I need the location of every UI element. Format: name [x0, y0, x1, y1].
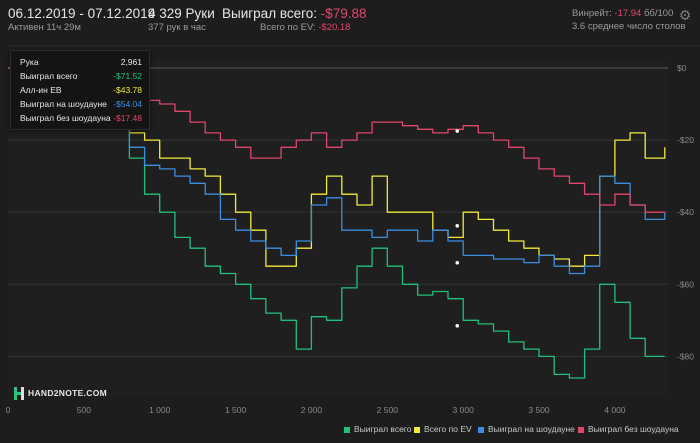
- tooltip-row-non-showdown: Выиграл без шоудауна -$17.48: [20, 113, 142, 125]
- y-tick-label: -$60: [677, 279, 694, 289]
- tooltip-label: Выиграл на шоудауне: [20, 99, 107, 109]
- tooltip-row-showdown: Выиграл на шоудауне -$54.04: [20, 99, 142, 111]
- tooltip-value: -$71.52: [113, 71, 142, 81]
- legend-label: Выиграл всего: [354, 424, 412, 434]
- chart-legend: Выиграл всего Всего по EV Выиграл на шоу…: [0, 424, 700, 438]
- tooltip-value: -$17.48: [113, 113, 142, 123]
- legend-swatch: [578, 426, 584, 433]
- x-tick-label: 2 000: [301, 405, 323, 415]
- x-tick-label: 2 500: [377, 405, 399, 415]
- winrate: Винрейт: -17.94 бб/100: [572, 8, 673, 19]
- tooltip-row-allin-ev: Алл-ин EB -$43.78: [20, 85, 142, 97]
- tooltip-label: Алл-ин EB: [20, 85, 62, 95]
- x-tick-label: 1 000: [149, 405, 171, 415]
- active-duration: Активен 11ч 29м: [8, 22, 81, 33]
- legend-item-won-total[interactable]: Выиграл всего: [344, 424, 411, 434]
- tooltip-label: Рука: [20, 57, 39, 67]
- won-total-value: -$79.88: [320, 6, 367, 21]
- ev-total-label: Всего по EV:: [260, 22, 316, 33]
- winrate-label: Винрейт:: [572, 8, 612, 19]
- x-tick-label: 3 000: [453, 405, 475, 415]
- hover-tooltip: Рука 2,961 Выиграл всего -$71.52 Алл-ин …: [10, 50, 150, 130]
- ev-total-value: -$20.18: [318, 22, 351, 33]
- hover-point: [455, 323, 460, 328]
- header: 06.12.2019 - 07.12.2019 Активен 11ч 29м …: [0, 0, 700, 40]
- y-tick-label: -$80: [677, 351, 694, 361]
- tooltip-row-hand: Рука 2,961: [20, 57, 142, 69]
- winrate-unit: бб/100: [643, 8, 674, 19]
- gear-icon[interactable]: ⚙: [678, 7, 692, 23]
- hand2note-logo: HAND2NOTE.COM: [14, 386, 107, 400]
- y-tick-label: -$40: [677, 207, 694, 217]
- legend-item-ev[interactable]: Всего по EV: [414, 424, 472, 434]
- tooltip-value: -$43.78: [113, 85, 142, 95]
- legend-swatch: [478, 426, 484, 433]
- legend-swatch: [344, 426, 350, 433]
- date-range: 06.12.2019 - 07.12.2019: [8, 6, 156, 21]
- tables-average: 3.6 среднее число столов: [572, 21, 686, 32]
- hover-point: [455, 224, 460, 228]
- tooltip-value: -$54.04: [113, 99, 142, 109]
- x-tick-label: 4 000: [604, 405, 626, 415]
- x-tick-label: 3 500: [528, 405, 550, 415]
- hands-count: 4 329 Руки: [148, 6, 215, 21]
- winrate-value: -17.94: [614, 8, 642, 19]
- hover-markers: [455, 129, 460, 328]
- legend-item-non-showdown[interactable]: Выиграл без шоудауна: [578, 424, 679, 434]
- legend-label: Всего по EV: [424, 424, 472, 434]
- legend-label: Выиграл без шоудауна: [588, 424, 679, 434]
- hand2note-logo-icon: [14, 386, 24, 400]
- legend-item-showdown[interactable]: Выиграл на шоудауне: [478, 424, 575, 434]
- hover-point: [455, 260, 460, 265]
- x-axis: 0 500 1 000 1 500 2 000 2 500 3 000 3 500 4 000: [6, 405, 626, 415]
- hands-rate: 377 рук в час: [148, 22, 206, 33]
- x-tick-label: 0: [6, 405, 11, 415]
- tooltip-row-won-total: Выиграл всего -$71.52: [20, 71, 142, 83]
- tooltip-label: Выиграл всего: [20, 71, 78, 81]
- y-tick-label: -$20: [677, 135, 694, 145]
- x-tick-label: 500: [77, 405, 91, 415]
- legend-label: Выиграл на шоудауне: [488, 424, 575, 434]
- won-total: Выиграл всего: -$79.88: [222, 6, 367, 21]
- legend-swatch: [414, 426, 420, 433]
- tooltip-value: 2,961: [120, 57, 142, 67]
- x-tick-label: 1 500: [225, 405, 247, 415]
- y-axis: $0 -$20 -$40 -$60 -$80: [677, 63, 694, 361]
- tooltip-label: Выиграл без шоудауна: [20, 113, 111, 123]
- y-tick-label: $0: [677, 63, 687, 73]
- hover-point: [455, 129, 460, 133]
- logo-text: HAND2NOTE.COM: [28, 388, 107, 398]
- won-total-label: Выиграл всего:: [222, 6, 317, 21]
- ev-total: Всего по EV: -$20.18: [260, 22, 350, 33]
